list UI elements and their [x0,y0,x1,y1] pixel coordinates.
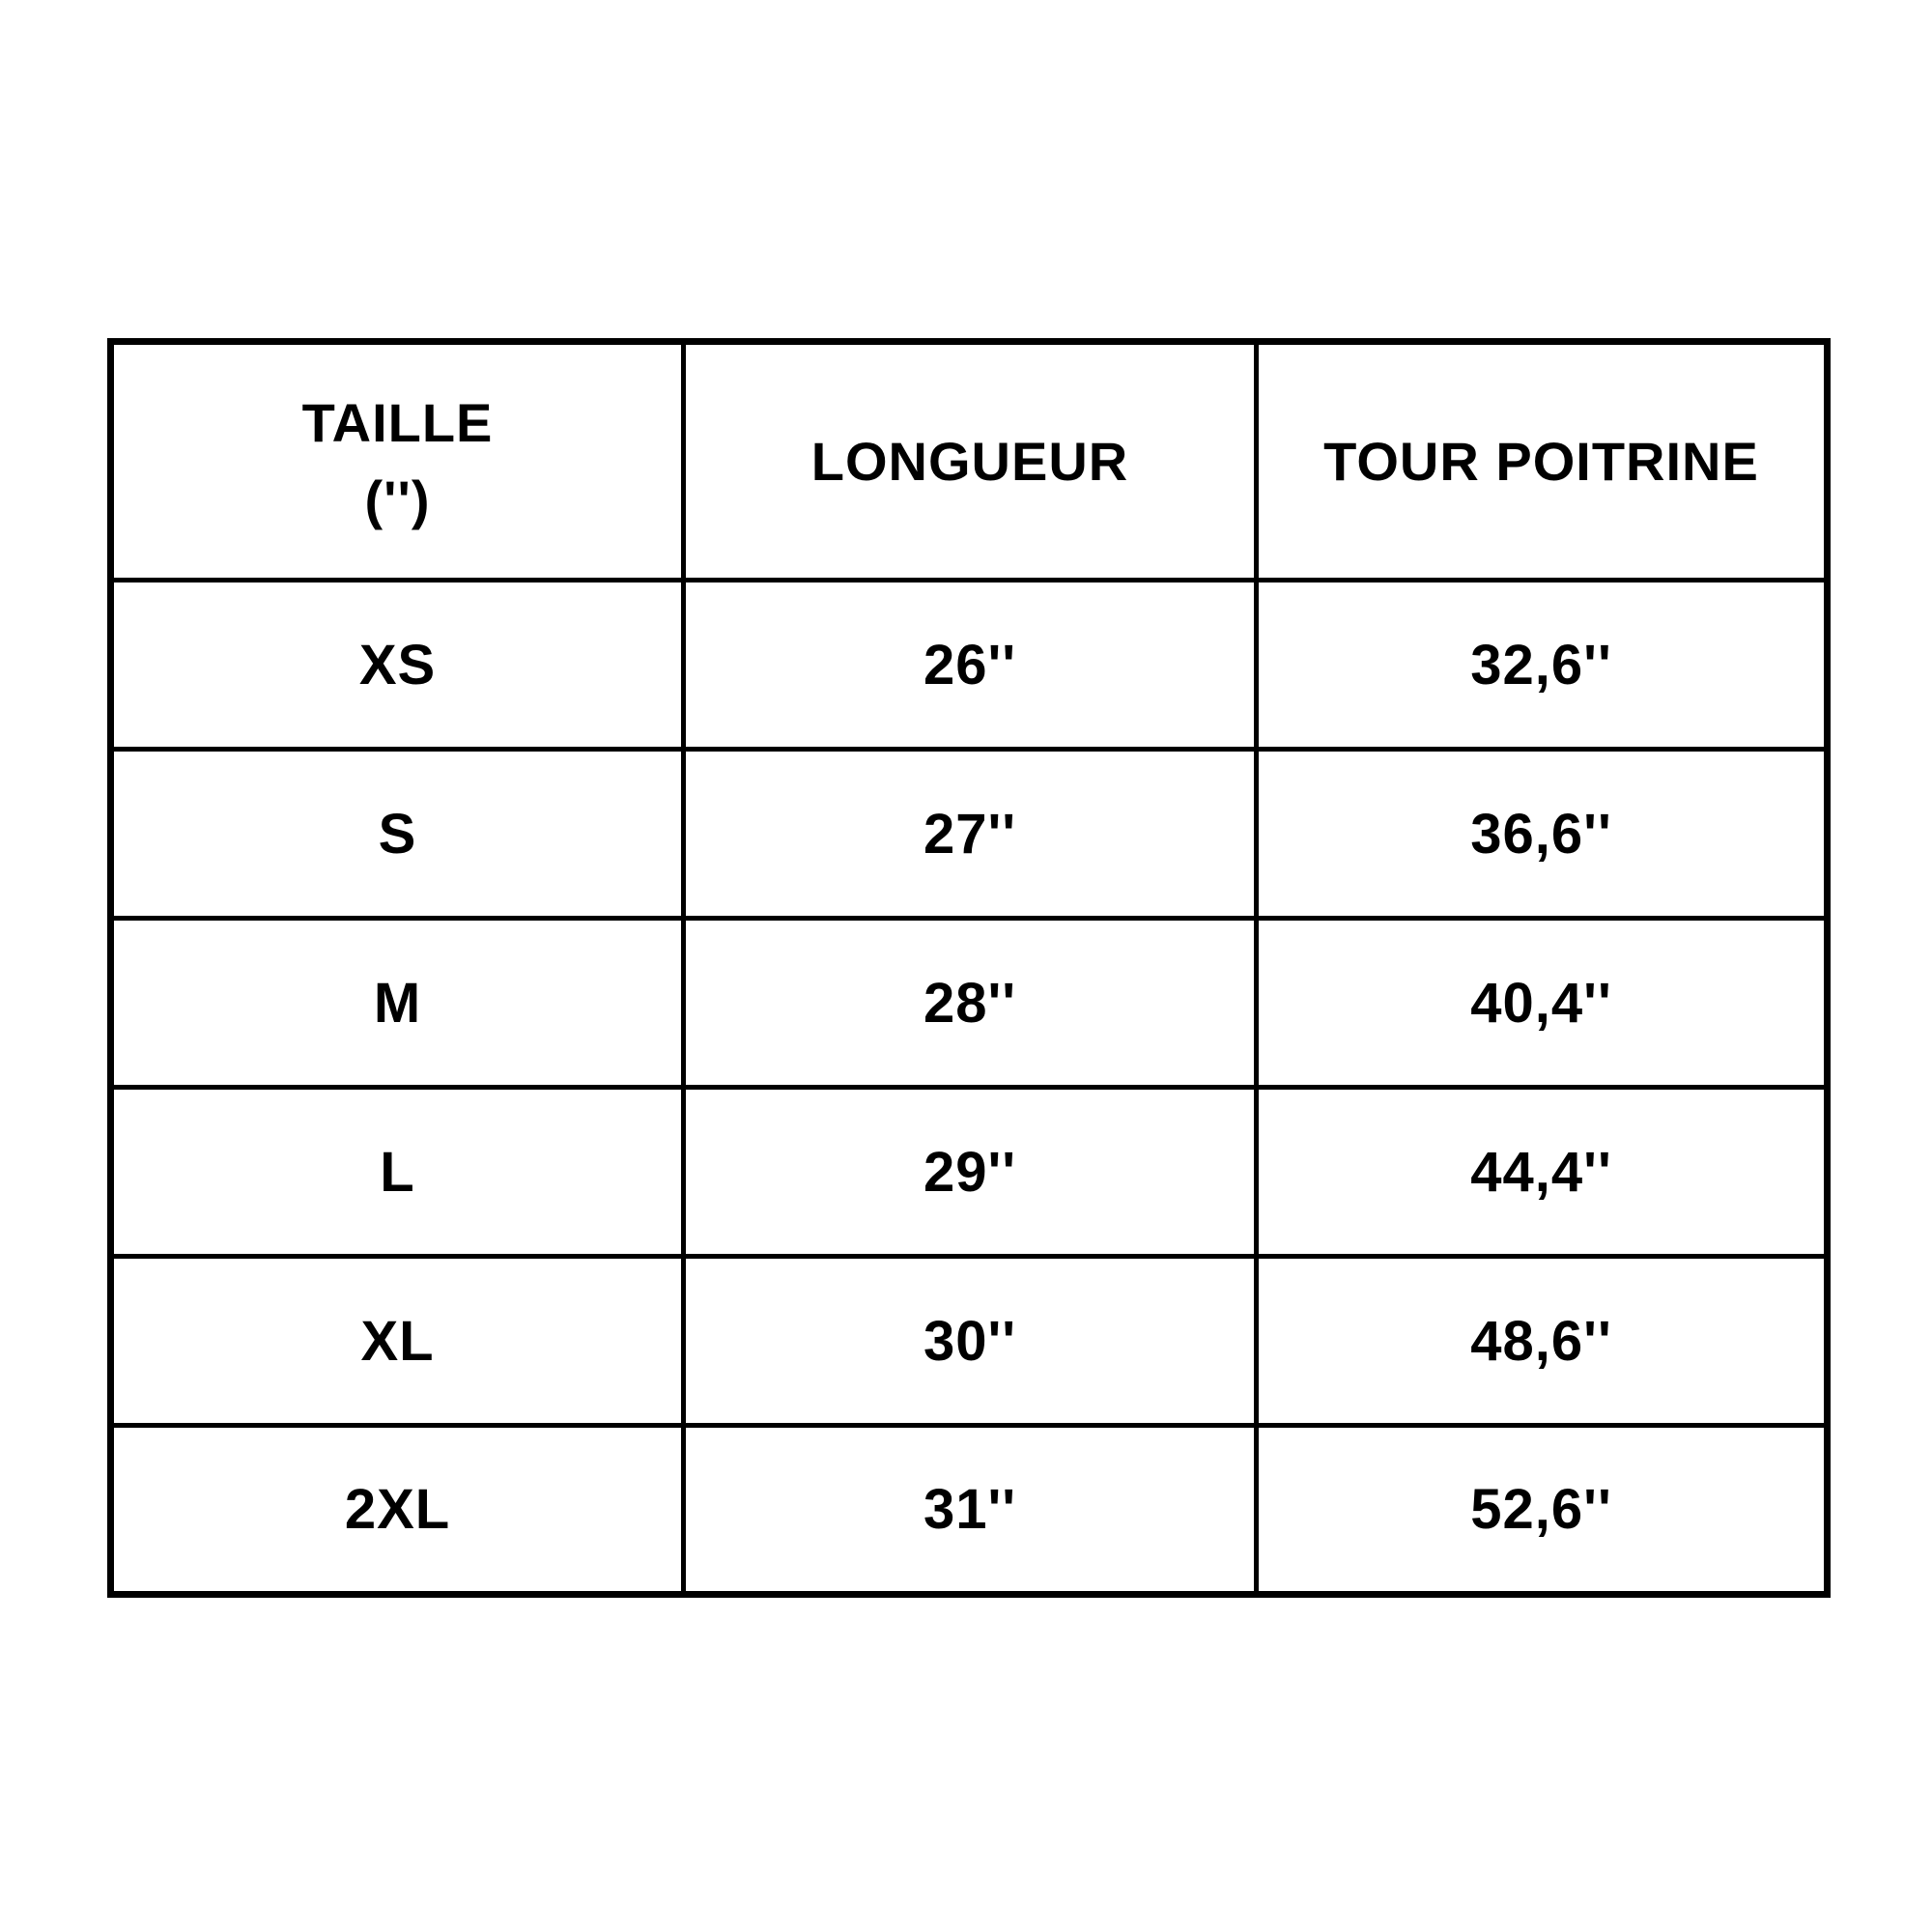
size-cell: XS [108,578,686,752]
size-chart-table: TAILLE ('') LONGUEUR TOUR POITRINE XS 26… [107,338,1831,1598]
table-row: S 27'' 36,6'' [108,747,1830,921]
chest-cell: 52,6'' [1254,1423,1830,1597]
table-row: XL 30'' 48,6'' [108,1254,1830,1428]
table-row: M 28'' 40,4'' [108,916,1830,1090]
size-cell: M [108,916,686,1090]
size-cell: XL [108,1254,686,1428]
length-cell: 28'' [681,916,1259,1090]
chest-cell: 36,6'' [1254,747,1830,921]
length-cell: 31'' [681,1423,1259,1597]
chest-cell: 44,4'' [1254,1085,1830,1259]
header-size-line2: ('') [364,469,431,530]
size-cell: 2XL [108,1423,686,1597]
table-row: XS 26'' 32,6'' [108,578,1830,752]
table-row: 2XL 31'' 52,6'' [108,1423,1830,1597]
header-cell-length: LONGUEUR [681,339,1259,582]
chest-cell: 48,6'' [1254,1254,1830,1428]
table-row: L 29'' 44,4'' [108,1085,1830,1259]
length-cell: 26'' [681,578,1259,752]
header-cell-chest: TOUR POITRINE [1254,339,1830,582]
length-cell: 29'' [681,1085,1259,1259]
length-cell: 30'' [681,1254,1259,1428]
size-cell: L [108,1085,686,1259]
header-size-line1: TAILLE [301,391,494,453]
length-cell: 27'' [681,747,1259,921]
header-row: TAILLE ('') LONGUEUR TOUR POITRINE [108,339,1830,582]
chest-cell: 32,6'' [1254,578,1830,752]
header-cell-size: TAILLE ('') [108,339,686,582]
size-cell: S [108,747,686,921]
chest-cell: 40,4'' [1254,916,1830,1090]
